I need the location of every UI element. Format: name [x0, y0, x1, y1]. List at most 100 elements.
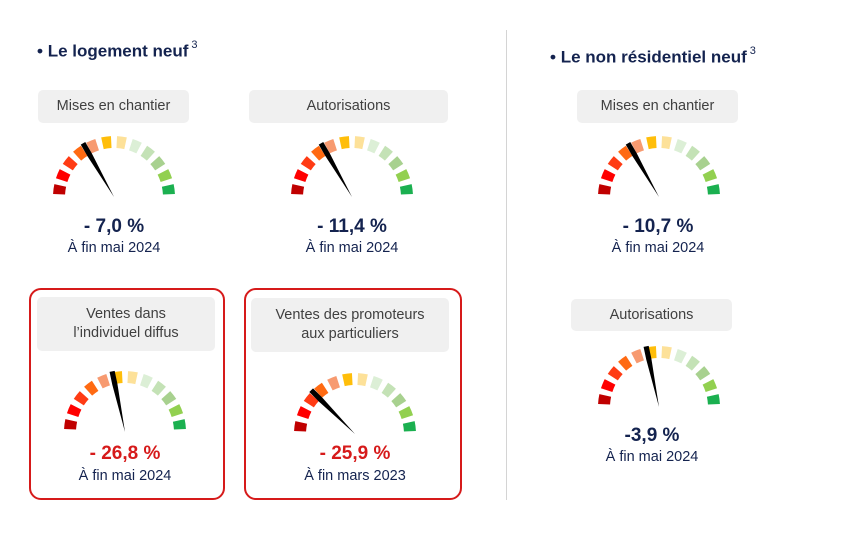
gauge-value: - 26,8 %: [89, 443, 161, 464]
gauge-segment: [706, 184, 720, 195]
gauge-segment: [399, 184, 413, 195]
gauge-segment: [631, 138, 644, 154]
gauge-card-non-residentiel-autorisations: Autorisations -3,9 % À fin mai 2024: [571, 299, 733, 474]
gauge-segment: [314, 382, 329, 398]
gauge-segment: [370, 375, 383, 391]
gauge-label: Ventes dans l’individuel diffus: [37, 297, 215, 351]
gauge-period: À fin mai 2024: [611, 240, 705, 256]
gauge-segment: [357, 373, 368, 387]
gauge-label: Mises en chantier: [38, 90, 189, 123]
gauge-segment: [296, 406, 312, 419]
gauge-segment: [598, 394, 612, 405]
gauge-card-logement-ventes-promoteurs: Ventes des promoteurs aux particuliers -…: [244, 288, 462, 500]
gauge-segment: [685, 355, 700, 371]
gauge-segment: [150, 156, 166, 171]
gauge-segment: [685, 145, 700, 161]
gauge-value: - 25,9 %: [319, 443, 391, 464]
gauge-period: À fin mai 2024: [67, 240, 161, 256]
gauge-segment: [327, 375, 340, 391]
gauge-needle: [318, 142, 352, 197]
gauge-segment: [303, 393, 319, 408]
gauge-label: Ventes des promoteurs aux particuliers: [251, 298, 449, 352]
gauge-value: -3,9 %: [624, 425, 680, 446]
gauge-segment: [631, 348, 644, 364]
gauge-dial: [64, 370, 186, 432]
gauge-segment: [607, 156, 623, 171]
gauge-label: Autorisations: [249, 90, 448, 123]
gauge-segment: [64, 419, 78, 430]
gauge-segment: [702, 379, 718, 392]
section-divider: [506, 30, 507, 500]
gauge-card-non-residentiel-mises-en-chantier: Mises en chantier - 10,7 % À fin mai 202…: [577, 90, 739, 270]
gauge-segment: [646, 136, 657, 150]
gauge-segment: [294, 421, 308, 432]
gauge-segment: [62, 156, 78, 171]
gauge-segment: [354, 136, 365, 150]
gauge-segment: [695, 366, 711, 381]
gauge-period: À fin mai 2024: [78, 468, 172, 484]
gauge-card-logement-ventes-individuel-diffus: Ventes dans l’individuel diffus - 26,8 %…: [29, 288, 225, 500]
section-title-logement: • Le logement neuf 3: [37, 39, 198, 62]
gauge-segment: [300, 156, 316, 171]
gauge-segment: [695, 156, 711, 171]
gauge-segment: [381, 382, 396, 398]
gauge-segment: [66, 404, 82, 417]
gauge-segment: [53, 184, 67, 195]
gauge-needle: [80, 142, 114, 197]
footnote-marker: 3: [191, 39, 198, 51]
section-title-text: Le non résidentiel neuf: [560, 47, 747, 67]
gauge-card-logement-autorisations: Autorisations - 11,4 % À fin mai 2024: [249, 90, 449, 270]
gauge-segment: [388, 156, 404, 171]
gauge-period: À fin mai 2024: [605, 449, 699, 465]
gauge-value: - 11,4 %: [317, 216, 387, 237]
gauge-segment: [391, 393, 407, 408]
gauge-label-line: aux particuliers: [301, 326, 399, 342]
gauge-segment: [324, 138, 337, 154]
gauge-period: À fin mai 2024: [305, 240, 399, 256]
gauge-label-text: Autorisations: [609, 306, 694, 323]
gauge-segment: [73, 391, 89, 406]
gauge-segment: [84, 380, 99, 396]
gauge-dial: [598, 345, 720, 407]
gauge-segment: [402, 421, 416, 432]
gauge-segment: [97, 373, 110, 389]
gauge-segment: [598, 184, 612, 195]
gauge-segment: [127, 371, 138, 385]
gauge-label: Mises en chantier: [577, 90, 738, 123]
gauge-label-text: Mises en chantier: [600, 98, 715, 114]
bullet: •: [550, 47, 561, 67]
gauge-segment: [618, 355, 633, 371]
gauge-segment: [161, 184, 175, 195]
gauge-segment: [367, 138, 380, 154]
section-title-non-residentiel: • Le non résidentiel neuf 3: [550, 45, 756, 68]
gauge-segment: [55, 169, 71, 182]
gauge-label-line: l’individuel diffus: [73, 325, 179, 341]
section-title-text: Le logement neuf: [47, 41, 189, 61]
gauge-dial: [598, 136, 720, 197]
gauge-segment: [140, 373, 153, 389]
gauge-segment: [600, 379, 616, 392]
gauge-label-text: Mises en chantier: [56, 98, 171, 114]
gauge-segment: [702, 169, 718, 182]
gauge-segment: [398, 406, 414, 419]
gauge-segment: [311, 145, 326, 161]
gauge-segment: [116, 136, 127, 150]
gauge-segment: [600, 169, 616, 182]
gauge-label-line: Ventes dans: [86, 306, 166, 322]
gauge-needle: [625, 142, 659, 197]
gauge-segment: [674, 138, 687, 154]
gauge-label-line: Ventes des promoteurs: [275, 307, 425, 323]
gauge-segment: [157, 169, 173, 182]
gauge-segment: [161, 391, 177, 406]
gauge-needle: [309, 388, 355, 434]
gauge-segment: [291, 184, 305, 195]
gauge-segment: [129, 138, 142, 154]
gauge-segment: [395, 169, 411, 182]
gauge-card-logement-mises-en-chantier: Mises en chantier - 7,0 % À fin mai 2024: [38, 90, 219, 270]
gauge-label: Autorisations: [571, 299, 732, 331]
gauge-segment: [172, 419, 186, 430]
gauge-needle: [109, 370, 125, 432]
gauge-segment: [86, 138, 99, 154]
gauge-label-text: Autorisations: [306, 98, 391, 114]
gauge-segment: [339, 136, 350, 150]
